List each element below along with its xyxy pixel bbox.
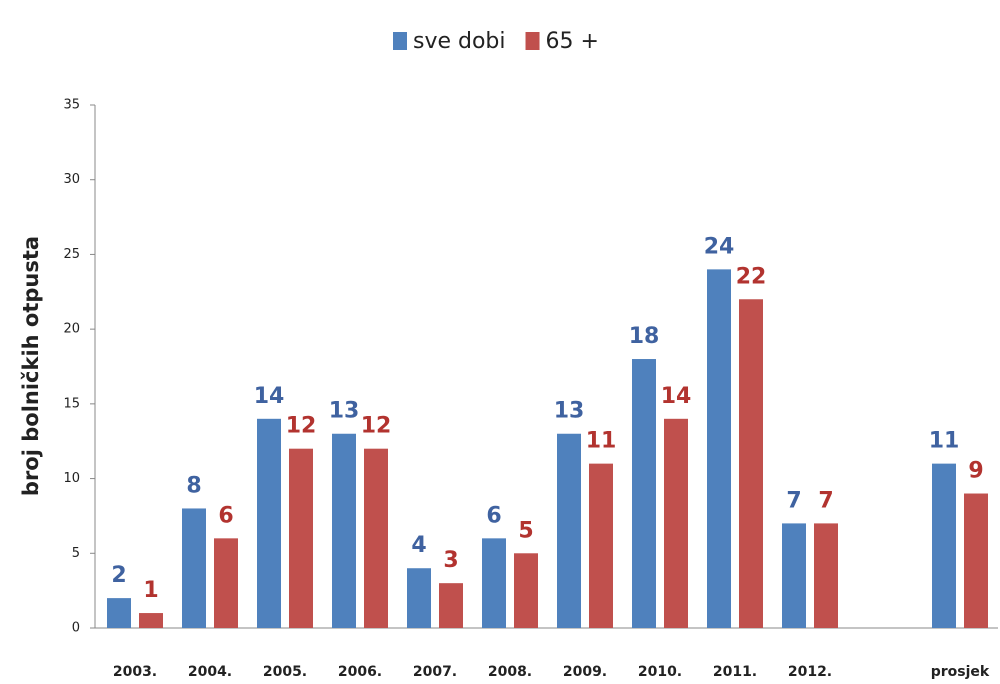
x-tick-label: 2010. [638,664,682,680]
value-label: 24 [704,234,735,259]
bar [964,493,988,628]
value-label: 11 [929,429,960,454]
bar [932,463,956,628]
y-tick-label: 20 [63,322,80,337]
bar [364,448,388,628]
value-label: 3 [443,548,458,573]
value-label: 6 [486,503,501,528]
y-tick-label: 5 [72,546,80,561]
value-label: 12 [286,414,317,439]
bar [289,448,313,628]
bar [257,418,281,628]
y-tick-label: 35 [63,98,80,113]
value-label: 11 [586,429,617,454]
value-label: 14 [254,384,285,409]
bar [664,418,688,628]
legend-swatch [525,32,540,50]
bar [589,463,613,628]
value-label: 7 [818,488,833,513]
value-label: 1 [143,578,158,603]
x-tick-label: 2006. [338,664,382,680]
bar [514,553,538,628]
bar [407,568,431,628]
bar [707,269,731,628]
bar [439,583,463,628]
value-label: 2 [111,563,126,588]
bar [632,359,656,628]
y-axis-label: broj bolničkih otpusta [19,236,43,496]
legend-label: 65 + [546,29,599,54]
bar [739,299,763,628]
y-tick-label: 10 [63,471,80,486]
legend-swatch [393,32,407,50]
value-label: 13 [554,399,585,424]
value-label: 8 [186,473,201,498]
y-tick-label: 25 [63,247,80,262]
value-label: 5 [518,518,533,543]
bar [214,538,238,628]
value-label: 4 [411,533,426,558]
x-tick-label: 2004. [188,664,232,680]
value-label: 6 [218,503,233,528]
y-tick-label: 0 [72,621,80,636]
bar [782,523,806,628]
value-label: 12 [361,414,392,439]
value-label: 13 [329,399,360,424]
bar [482,538,506,628]
bar [814,523,838,628]
x-tick-label: 2007. [413,664,457,680]
x-tick-label: 2012. [788,664,832,680]
y-tick-label: 30 [63,172,80,187]
value-label: 14 [661,384,692,409]
legend-label: sve dobi [413,29,506,54]
bar [139,613,163,628]
x-tick-label: 2008. [488,664,532,680]
y-tick-label: 15 [63,396,80,411]
value-label: 9 [968,459,983,484]
x-tick-label: 2009. [563,664,607,680]
value-label: 7 [786,488,801,513]
bar [557,433,581,628]
x-tick-label: 2003. [113,664,157,680]
bar [332,433,356,628]
x-tick-label: 2011. [713,664,757,680]
bar [107,598,131,628]
value-label: 18 [629,324,660,349]
x-tick-label: prosjek [931,664,990,680]
x-tick-label: 2005. [263,664,307,680]
value-label: 22 [736,264,767,289]
bar [182,508,206,628]
